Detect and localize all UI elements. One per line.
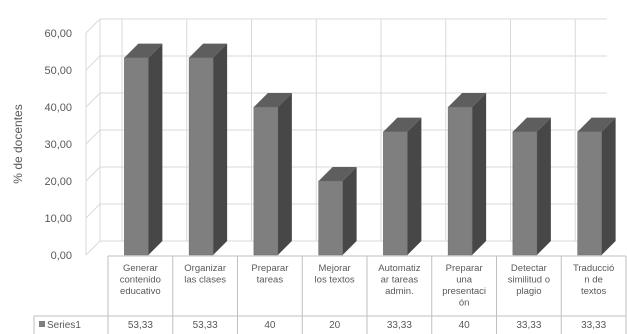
- bar-front: [253, 106, 279, 256]
- category-label: Traducció n de textos: [573, 263, 614, 297]
- category-label-line: n de: [584, 275, 603, 286]
- category-label: Preparar tareas: [251, 263, 288, 286]
- category-label: Preparar una presentaci ón: [442, 263, 486, 309]
- gridline-side: [85, 92, 101, 108]
- category-label: Detectar similitud o plagio: [508, 263, 550, 297]
- bar-top: [189, 43, 228, 58]
- table-value: 33,33: [387, 320, 412, 331]
- category-label-line: tareas: [257, 275, 284, 286]
- category-label-line: Detectar: [511, 263, 547, 274]
- bar-top: [318, 167, 357, 181]
- bar: [577, 117, 616, 256]
- category-label-line: Organizar: [184, 263, 226, 274]
- bar: [253, 93, 292, 256]
- data-table: Generar contenido educativo Organizar las cl…: [33, 255, 627, 334]
- category-label-line: textos: [581, 286, 607, 297]
- bar: [124, 43, 163, 256]
- y-axis: 0,00 10,00 20,00 30,00 40,00 50,00 60,00: [44, 28, 72, 262]
- category-label-line: Traducció: [573, 263, 614, 274]
- bar-side: [277, 93, 292, 255]
- category-label-line: los textos: [315, 275, 355, 286]
- y-tick-label: 60,00: [44, 28, 72, 40]
- category-label: Generar contenido educativo: [120, 263, 161, 297]
- category-label-line: Preparar: [446, 263, 483, 274]
- gridline-side: [85, 55, 101, 71]
- category-label-line: las clases: [184, 275, 226, 286]
- bar-front: [188, 57, 214, 256]
- bar-top: [124, 43, 163, 58]
- category-label-line: plagio: [516, 286, 541, 297]
- y-tick-label: 20,00: [44, 176, 72, 188]
- bars: [124, 43, 616, 256]
- category-label-line: presentaci: [442, 286, 486, 297]
- table-value: 40: [264, 320, 276, 331]
- category-label: Automatiz ar tareas admin.: [378, 263, 420, 297]
- category-label-line: Preparar: [251, 263, 288, 274]
- y-tick-label: 30,00: [44, 139, 72, 151]
- series-name: Series1: [47, 320, 81, 331]
- bar-front: [124, 57, 149, 256]
- bar-front: [577, 131, 602, 256]
- category-label-line: Generar: [123, 263, 158, 274]
- table-value: 33,33: [516, 320, 541, 331]
- table-value: 53,33: [128, 320, 153, 331]
- category-label-line: admin.: [385, 286, 414, 297]
- table-value: 53,33: [193, 320, 218, 331]
- bar-side: [536, 117, 551, 255]
- bar: [188, 43, 228, 256]
- bar-front: [318, 180, 343, 256]
- category-label-line: ar tareas: [381, 275, 419, 286]
- category-label-line: ón: [459, 298, 470, 309]
- bar-top: [577, 117, 616, 132]
- gridline-side: [85, 129, 101, 145]
- category-label-line: una: [456, 275, 473, 286]
- table-value: 33,33: [581, 320, 606, 331]
- bar-side: [407, 117, 422, 255]
- bar: [512, 117, 551, 256]
- bar-top: [448, 93, 487, 107]
- category-label-line: Mejorar: [319, 263, 351, 274]
- bar-top: [383, 117, 422, 132]
- bar-side: [148, 43, 163, 255]
- bar-front: [447, 106, 473, 256]
- bar-side: [601, 117, 616, 255]
- gridline-side: [85, 18, 101, 34]
- table-value: 20: [329, 320, 341, 331]
- gridline-side: [85, 203, 101, 219]
- y-tick-label: 10,00: [44, 213, 72, 225]
- gridline-side: [85, 166, 101, 182]
- bar-front: [383, 131, 408, 256]
- bar: [447, 93, 487, 256]
- bar-side: [213, 43, 228, 255]
- table-value: 40: [459, 320, 471, 331]
- bar-top: [512, 117, 551, 132]
- category-label-line: educativo: [120, 286, 161, 297]
- category-label-line: similitud o: [508, 275, 550, 286]
- bar-side: [472, 93, 487, 255]
- y-tick-label: 40,00: [44, 102, 72, 114]
- y-tick-label: 0,00: [51, 250, 72, 262]
- legend-swatch: [39, 321, 45, 327]
- bar-side: [342, 167, 357, 255]
- y-axis-label: % de docentes: [11, 104, 25, 183]
- category-label: Mejorar los textos: [315, 263, 355, 286]
- gridline-side: [85, 240, 101, 256]
- bar: [318, 167, 357, 256]
- category-label-line: Automatiz: [378, 263, 420, 274]
- bar: [383, 117, 422, 256]
- category-label-line: contenido: [120, 275, 161, 286]
- bar-top: [253, 93, 292, 107]
- category-label: Organizar las clases: [184, 263, 226, 286]
- y-tick-label: 50,00: [44, 65, 72, 77]
- bar-front: [512, 131, 538, 256]
